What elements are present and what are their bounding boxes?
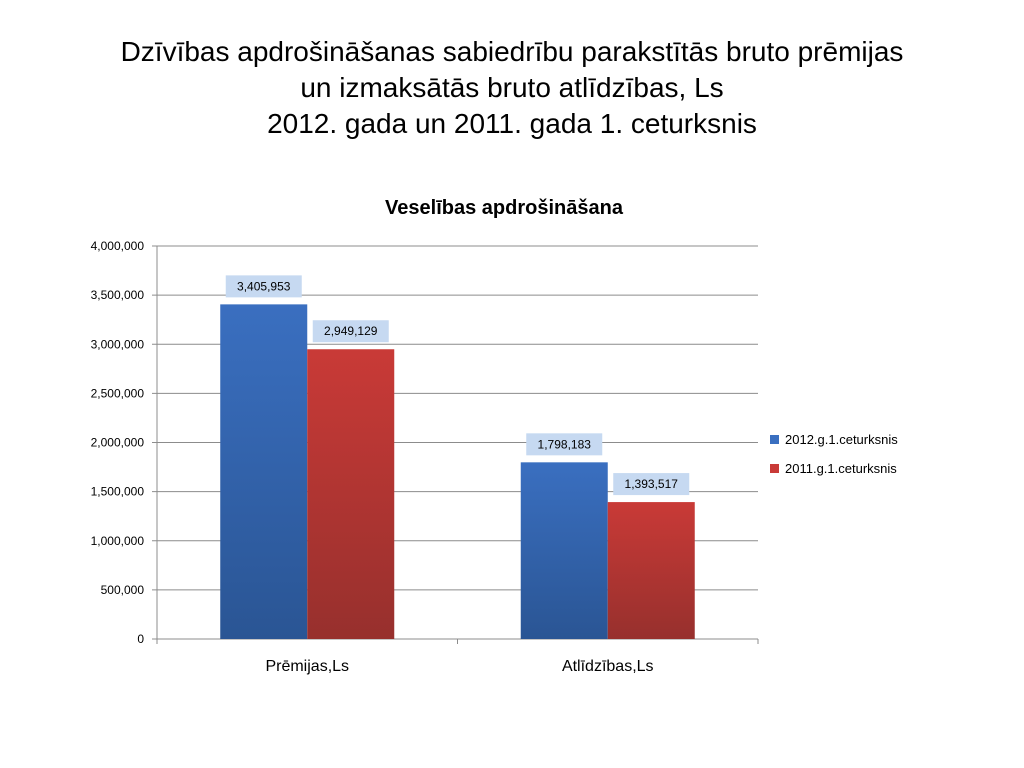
y-tick-label: 2,000,000: [91, 436, 145, 450]
bar-layer: [220, 304, 695, 639]
legend: 2012.g.1.ceturksnis 2011.g.1.ceturksnis: [770, 432, 898, 476]
legend-swatch: [770, 464, 779, 473]
slide-title-line-3: 2012. gada un 2011. gada 1. ceturksnis: [267, 108, 757, 139]
label-layer: 3,405,953 2,949,129 1,798,183 1,393,517: [225, 275, 690, 496]
y-tick-label: 2,500,000: [91, 386, 145, 400]
data-label-background: [225, 275, 302, 298]
y-tick-label: 0: [137, 632, 144, 646]
x-category-label: Prēmijas,Ls: [265, 658, 349, 675]
chart-title: Veselības apdrošināšana: [385, 197, 624, 219]
y-tick-label: 500,000: [101, 583, 145, 597]
y-tick-label: 3,000,000: [91, 337, 145, 351]
bar-series-2-cat-2: [607, 502, 695, 639]
bar-series-1-cat-2: [520, 462, 608, 639]
legend-label: 2012.g.1.ceturksnis: [785, 432, 898, 447]
x-category-label: Atlīdzības,Ls: [562, 658, 654, 675]
grid-layer: 0 500,000 1,000,000 1,500,000 2,000,000 2,500…: [91, 239, 759, 675]
y-tick-label: 3,500,000: [91, 288, 145, 302]
data-label-background: [312, 320, 389, 343]
data-label: 3,405,953: [237, 279, 291, 293]
data-label-background: [526, 433, 603, 456]
legend-swatch: [770, 435, 779, 444]
data-label: 2,949,129: [324, 324, 378, 338]
slide-title-line-1: Dzīvības apdrošināšanas sabiedrību parak…: [120, 36, 904, 67]
slide-title: Dzīvības apdrošināšanas sabiedrību parak…: [40, 34, 984, 142]
data-label-background: [613, 473, 690, 496]
y-tick-label: 1,500,000: [91, 485, 145, 499]
y-tick-label: 4,000,000: [91, 239, 145, 253]
bar-series-2-cat-1: [307, 349, 395, 639]
data-label: 1,798,183: [538, 437, 592, 451]
data-label: 1,393,517: [625, 477, 679, 491]
bar-series-1-cat-1: [220, 304, 308, 639]
legend-label: 2011.g.1.ceturksnis: [785, 461, 897, 476]
y-tick-label: 1,000,000: [91, 534, 145, 548]
slide-title-line-2: un izmaksātās bruto atlīdzības, Ls: [300, 72, 724, 103]
